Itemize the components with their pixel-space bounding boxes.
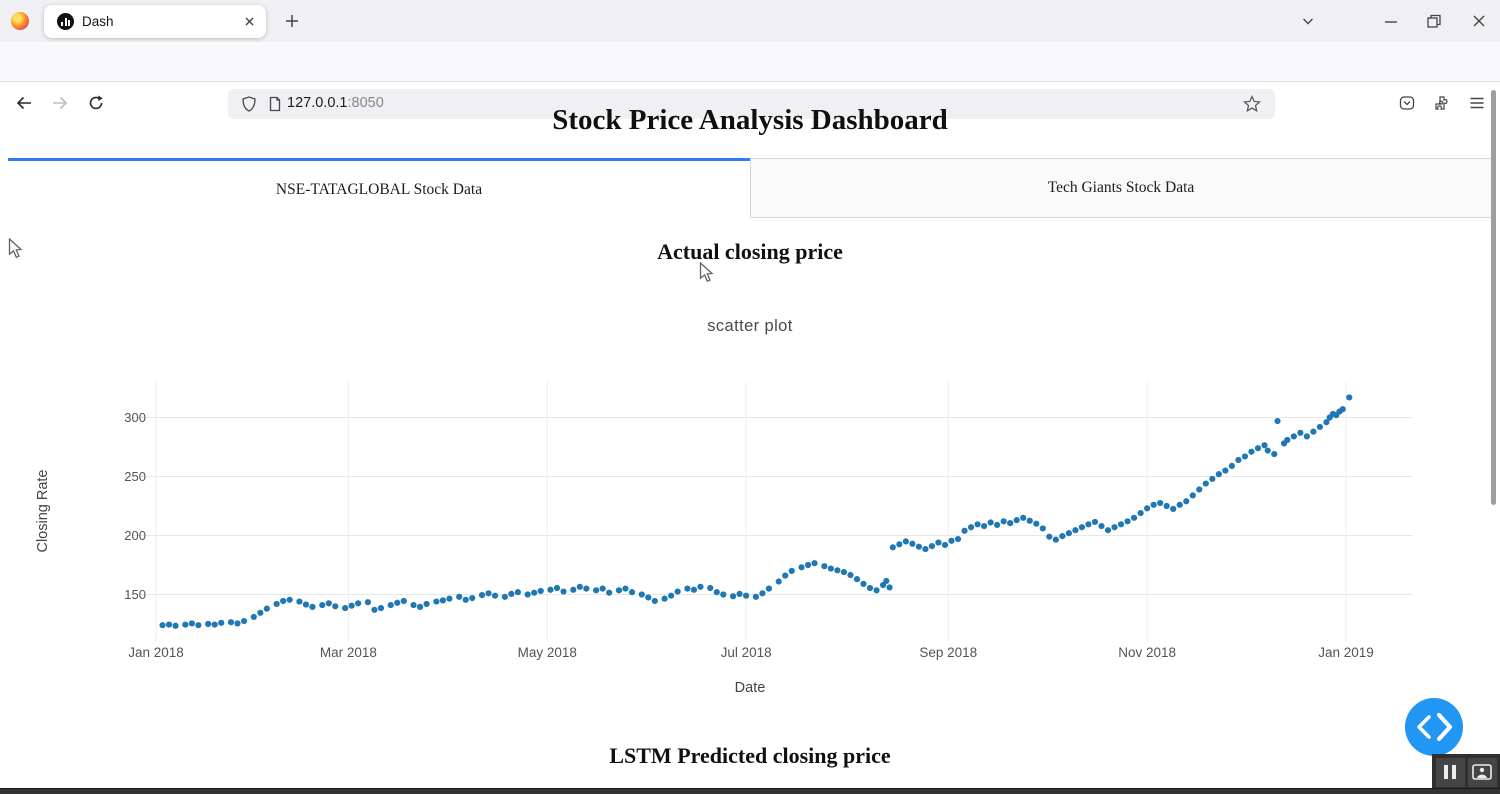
reload-icon[interactable]: [87, 94, 105, 112]
vertical-scrollbar[interactable]: [1491, 90, 1496, 505]
dash-debug-menu-button[interactable]: [1405, 698, 1463, 756]
heading-actual-closing-price: Actual closing price: [657, 239, 843, 264]
pause-button[interactable]: [1435, 757, 1465, 787]
svg-text:May 2018: May 2018: [518, 645, 577, 660]
tab-nse-label: NSE-TATAGLOBAL Stock Data: [275, 180, 483, 198]
page-info-icon[interactable]: [266, 95, 284, 113]
svg-text:250: 250: [124, 469, 146, 484]
svg-text:Jul 2018: Jul 2018: [721, 645, 772, 660]
tab-nse-tataglobal[interactable]: NSE-TATAGLOBAL Stock Data: [8, 158, 750, 218]
page-title: Stock Price Analysis Dashboard: [552, 104, 948, 136]
heading-lstm-predicted: LSTM Predicted closing price: [609, 743, 891, 768]
tab-close-icon[interactable]: [241, 13, 258, 30]
svg-text:Nov 2018: Nov 2018: [1118, 645, 1176, 660]
browser-navbar: 127.0.0.1:8050: [0, 42, 1500, 119]
capture-toolbar: [1432, 754, 1500, 790]
code-chevrons-icon: [1417, 712, 1453, 742]
svg-text:150: 150: [124, 587, 146, 602]
url-port: :8050: [347, 95, 384, 111]
picture-icon: [1472, 764, 1492, 780]
minimize-icon[interactable]: [1382, 12, 1400, 30]
pocket-save-icon[interactable]: [1398, 94, 1416, 112]
svg-text:Closing Rate: Closing Rate: [35, 469, 51, 552]
tab-list-chevron-icon[interactable]: [1299, 12, 1317, 30]
url-text: 127.0.0.1:8050: [287, 95, 384, 111]
taskbar-strip: [0, 788, 1500, 794]
restore-window-icon[interactable]: [1425, 12, 1443, 30]
picture-button[interactable]: [1467, 757, 1497, 787]
bookmark-star-icon[interactable]: [1243, 95, 1261, 113]
dash-tabs: NSE-TATAGLOBAL Stock Data Tech Giants St…: [8, 158, 1492, 218]
back-icon[interactable]: [15, 94, 33, 112]
svg-text:Mar 2018: Mar 2018: [320, 645, 377, 660]
browser-tab[interactable]: Dash: [44, 5, 266, 38]
tab-tech-label: Tech Giants Stock Data: [1047, 179, 1195, 196]
menu-hamburger-icon[interactable]: [1468, 94, 1486, 112]
new-tab-icon[interactable]: [283, 12, 301, 30]
dash-favicon-icon: [57, 13, 74, 30]
svg-text:200: 200: [124, 528, 146, 543]
mouse-cursor: [8, 238, 23, 259]
firefox-icon[interactable]: [11, 12, 29, 30]
svg-text:Sep 2018: Sep 2018: [919, 645, 977, 660]
chart-title: scatter plot: [707, 317, 793, 335]
scatter-chart[interactable]: 150 200 250 300 Jan 2018 Mar 2018 May 2018 Jul …: [0, 300, 1500, 705]
svg-text:Jan 2018: Jan 2018: [128, 645, 184, 660]
url-bar[interactable]: 127.0.0.1:8050: [228, 89, 1275, 119]
mouse-cursor: [699, 262, 714, 283]
shield-icon[interactable]: [240, 95, 258, 113]
forward-icon[interactable]: [51, 94, 69, 112]
svg-text:Date: Date: [735, 680, 766, 696]
pause-icon: [1444, 765, 1456, 779]
url-host: 127.0.0.1: [287, 95, 348, 111]
browser-tab-title: Dash: [82, 14, 114, 29]
svg-text:300: 300: [124, 410, 146, 425]
close-window-icon[interactable]: [1470, 12, 1488, 30]
extensions-puzzle-icon[interactable]: [1433, 94, 1451, 112]
svg-text:Jan 2019: Jan 2019: [1318, 645, 1374, 660]
tab-tech-giants[interactable]: Tech Giants Stock Data: [750, 158, 1492, 218]
browser-titlebar: Dash: [0, 0, 1500, 42]
